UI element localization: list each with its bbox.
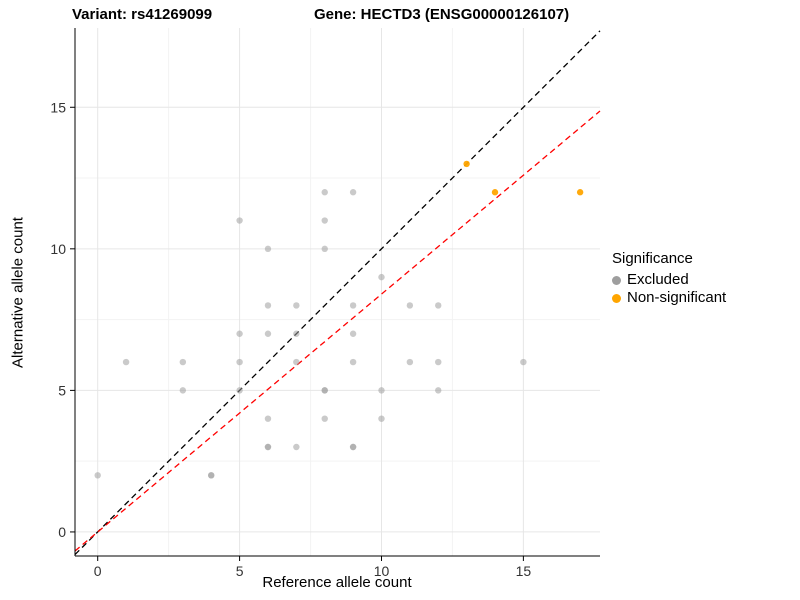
x-tick-label: 0 bbox=[94, 563, 102, 579]
variant-title: Variant: rs41269099 bbox=[72, 6, 213, 23]
y-tick-label: 0 bbox=[58, 524, 66, 540]
data-point-excluded bbox=[435, 358, 442, 366]
data-point-excluded bbox=[349, 189, 357, 196]
data-point-excluded bbox=[406, 358, 414, 366]
data-point-non-significant bbox=[576, 189, 584, 196]
y-tick-label: 5 bbox=[58, 382, 66, 398]
data-point-excluded bbox=[293, 358, 300, 366]
data-point-excluded bbox=[264, 415, 272, 422]
data-point-excluded bbox=[264, 443, 272, 451]
legend-item-excluded: Excluded bbox=[612, 271, 726, 289]
data-point-excluded bbox=[321, 415, 328, 422]
legend-label-excluded: Excluded bbox=[627, 271, 689, 288]
data-point-excluded bbox=[236, 358, 243, 366]
identity-line bbox=[74, 30, 601, 556]
data-point-excluded bbox=[293, 443, 300, 451]
data-point-excluded bbox=[378, 273, 385, 281]
data-point-excluded bbox=[378, 415, 385, 422]
data-point-excluded bbox=[122, 358, 130, 366]
gene-title: Gene: HECTD3 (ENSG00000126107) bbox=[314, 6, 570, 23]
y-tick-label: 15 bbox=[50, 99, 66, 115]
legend-title: Significance bbox=[612, 250, 693, 267]
non-significant-dot-icon bbox=[612, 293, 621, 303]
data-point-excluded bbox=[435, 387, 442, 394]
data-point-excluded bbox=[293, 330, 300, 337]
data-point-excluded bbox=[349, 330, 357, 337]
data-point-excluded bbox=[94, 472, 101, 479]
data-point-excluded bbox=[349, 358, 357, 366]
x-tick-label: 15 bbox=[516, 563, 532, 579]
data-point-excluded bbox=[264, 302, 272, 309]
data-point-excluded bbox=[321, 189, 328, 196]
data-point-excluded bbox=[349, 302, 357, 309]
data-point-excluded bbox=[236, 217, 243, 224]
data-point-excluded bbox=[264, 330, 272, 337]
data-point-excluded bbox=[179, 387, 187, 394]
legend-label-non-significant: Non-significant bbox=[627, 289, 727, 306]
data-point-excluded bbox=[349, 443, 357, 451]
data-point-excluded bbox=[236, 387, 243, 394]
data-point-excluded bbox=[208, 472, 215, 479]
data-point-excluded bbox=[435, 302, 442, 309]
x-tick-label: 5 bbox=[236, 563, 244, 579]
data-point-excluded bbox=[321, 387, 328, 394]
data-point-non-significant bbox=[463, 160, 470, 168]
legend-item-non-significant: Non-significant bbox=[612, 289, 726, 307]
data-point-excluded bbox=[321, 245, 328, 253]
data-point-excluded bbox=[236, 330, 243, 337]
data-point-excluded bbox=[321, 217, 328, 224]
y-tick-label: 10 bbox=[50, 241, 66, 257]
x-tick-label: 10 bbox=[374, 563, 390, 579]
data-point-excluded bbox=[378, 387, 385, 394]
data-point-excluded bbox=[179, 358, 187, 366]
fit-line bbox=[74, 110, 601, 552]
legend: Significance Excluded Non-significant bbox=[612, 250, 726, 307]
data-point-non-significant bbox=[491, 189, 499, 196]
excluded-dot-icon bbox=[612, 275, 621, 285]
x-axis-label: Reference allele count bbox=[262, 574, 412, 591]
data-point-excluded bbox=[264, 245, 272, 253]
data-point-excluded bbox=[520, 358, 527, 366]
data-point-excluded bbox=[406, 302, 414, 309]
data-point-excluded bbox=[293, 302, 300, 309]
